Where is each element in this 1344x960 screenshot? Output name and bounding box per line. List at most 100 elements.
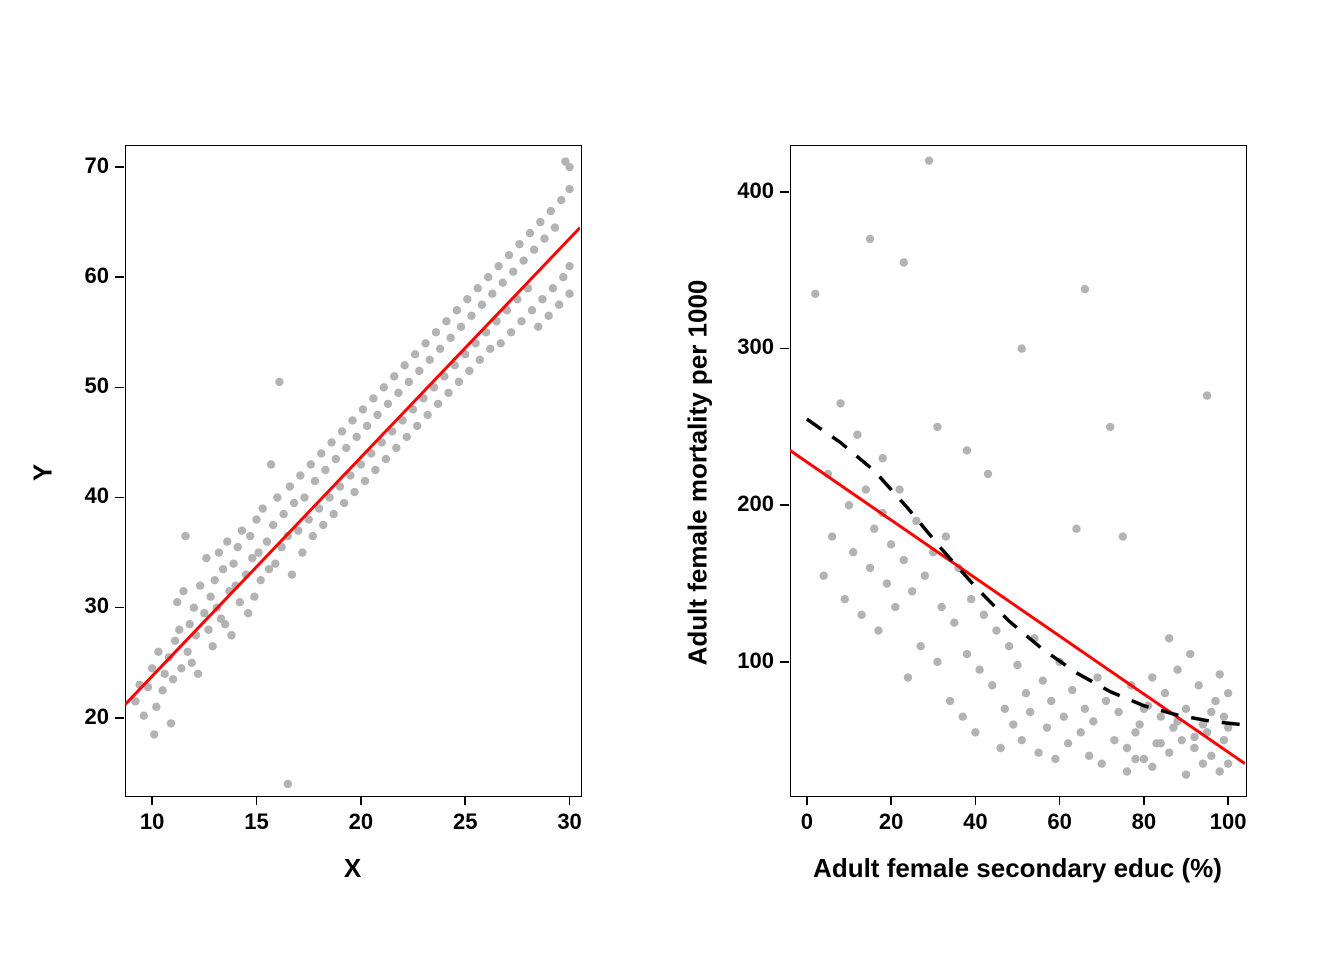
y-axis-label: Y (28, 148, 59, 798)
data-point (862, 485, 870, 493)
y-tick-mark (115, 607, 124, 609)
data-point (263, 537, 271, 545)
data-point (984, 470, 992, 478)
data-point (1119, 532, 1127, 540)
data-point (394, 389, 402, 397)
data-point (421, 339, 429, 347)
data-point (221, 620, 229, 628)
data-point (400, 361, 408, 369)
data-point (463, 295, 471, 303)
x-tick-label: 40 (945, 809, 1005, 835)
data-point (457, 323, 465, 331)
data-point (849, 548, 857, 556)
y-tick-label: 300 (737, 334, 774, 360)
data-point (866, 235, 874, 243)
data-point (359, 405, 367, 413)
data-point (1148, 673, 1156, 681)
data-point (1098, 759, 1106, 767)
data-point (206, 592, 214, 600)
data-point (190, 604, 198, 612)
data-point (1165, 749, 1173, 757)
x-tick-mark (806, 796, 808, 805)
data-point (971, 728, 979, 736)
data-point (183, 648, 191, 656)
data-point (538, 295, 546, 303)
data-point (186, 620, 194, 628)
data-point (488, 290, 496, 298)
data-point (194, 670, 202, 678)
data-point (259, 504, 267, 512)
x-axis-label: Adult female secondary educ (%) (790, 853, 1245, 884)
y-tick-label: 400 (737, 178, 774, 204)
data-point (908, 587, 916, 595)
data-point (1039, 676, 1047, 684)
data-point (1140, 755, 1148, 763)
data-point (1110, 736, 1118, 744)
data-point (1001, 705, 1009, 713)
data-point (476, 356, 484, 364)
data-point (1182, 770, 1190, 778)
x-tick-mark (569, 796, 571, 805)
data-point (363, 422, 371, 430)
data-point (996, 744, 1004, 752)
data-point (946, 697, 954, 705)
data-point (405, 378, 413, 386)
x-tick-mark (256, 796, 258, 805)
data-point (963, 650, 971, 658)
y-tick-label: 100 (737, 648, 774, 674)
data-point (300, 493, 308, 501)
data-point (1026, 708, 1034, 716)
data-point (250, 592, 258, 600)
y-tick-label: 40 (85, 483, 109, 509)
y-tick-mark (780, 191, 789, 193)
data-point (836, 399, 844, 407)
data-point (530, 245, 538, 253)
data-point (1135, 720, 1143, 728)
data-point (866, 564, 874, 572)
data-point (465, 367, 473, 375)
x-tick-label: 0 (777, 809, 837, 835)
data-point (555, 301, 563, 309)
data-point (1114, 708, 1122, 716)
y-tick-label: 70 (85, 153, 109, 179)
data-point (330, 510, 338, 518)
y-tick-mark (780, 348, 789, 350)
data-point (988, 681, 996, 689)
data-point (1064, 739, 1072, 747)
data-point (1060, 712, 1068, 720)
data-point (246, 532, 254, 540)
data-point (887, 540, 895, 548)
data-point (444, 389, 452, 397)
data-point (1199, 759, 1207, 767)
data-point (486, 345, 494, 353)
data-point (271, 559, 279, 567)
data-point (1157, 739, 1165, 747)
data-point (536, 218, 544, 226)
y-tick-mark (115, 276, 124, 278)
data-point (1178, 736, 1186, 744)
data-point (1161, 689, 1169, 697)
data-point (1131, 728, 1139, 736)
data-point (1186, 650, 1194, 658)
data-point (557, 196, 565, 204)
data-point (279, 510, 287, 518)
data-point (296, 471, 304, 479)
x-tick-label: 20 (861, 809, 921, 835)
data-point (150, 730, 158, 738)
panel-left: 1015202530203040506070XY (125, 145, 580, 795)
data-point (517, 317, 525, 325)
x-tick-mark (1143, 796, 1145, 805)
data-point (446, 334, 454, 342)
data-point (211, 576, 219, 584)
data-point (342, 444, 350, 452)
data-point (455, 378, 463, 386)
data-point (975, 665, 983, 673)
data-point (1076, 728, 1084, 736)
data-point (436, 345, 444, 353)
data-point (1224, 689, 1232, 697)
data-point (390, 372, 398, 380)
data-point (350, 488, 358, 496)
data-point (1190, 733, 1198, 741)
data-point (338, 427, 346, 435)
x-tick-label: 25 (435, 809, 495, 835)
